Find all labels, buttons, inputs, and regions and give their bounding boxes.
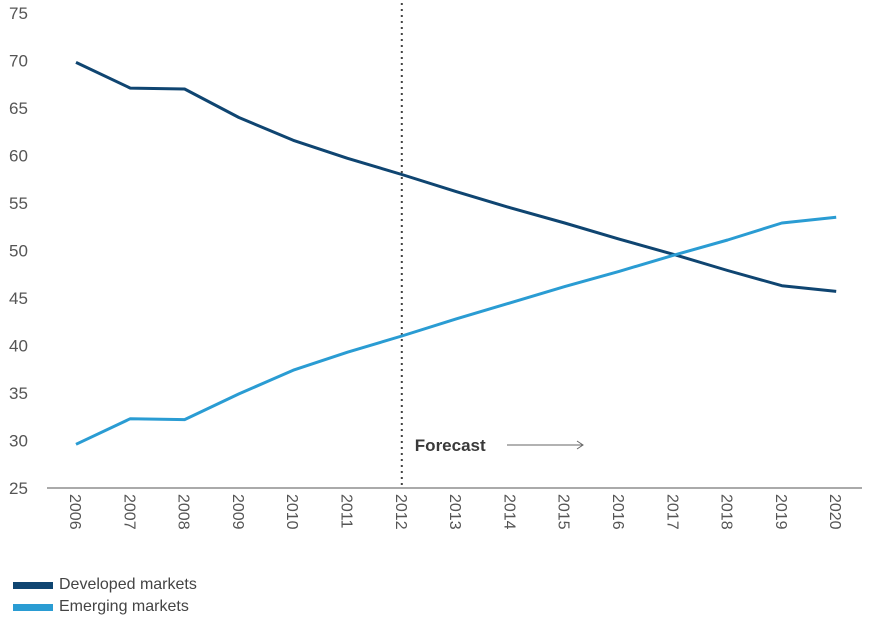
x-tick-label: 2006 xyxy=(66,494,83,530)
x-tick-label: 2013 xyxy=(446,494,463,530)
legend-swatch-emerging xyxy=(13,603,53,611)
series-lines xyxy=(75,61,837,446)
x-tick-label: 2019 xyxy=(772,494,789,530)
x-tick-label: 2015 xyxy=(555,494,572,530)
legend-label-emerging: Emerging markets xyxy=(59,598,189,615)
legend-item-emerging: Emerging markets xyxy=(13,596,197,618)
x-tick-label: 2012 xyxy=(392,494,409,530)
x-tick-label: 2016 xyxy=(609,494,626,530)
y-tick-label: 50 xyxy=(9,242,28,261)
x-tick-label: 2011 xyxy=(338,494,355,529)
x-tick-label: 2008 xyxy=(175,494,192,530)
x-tick-label: 2010 xyxy=(283,494,300,530)
y-tick-label: 25 xyxy=(9,479,28,498)
forecast-label: Forecast xyxy=(415,436,486,455)
y-tick-label: 60 xyxy=(9,147,28,166)
x-tick-label: 2014 xyxy=(500,494,517,530)
series-line-0 xyxy=(75,61,837,293)
y-tick-label: 35 xyxy=(9,384,28,403)
y-tick-label: 40 xyxy=(9,337,28,356)
legend: Developed markets Emerging markets xyxy=(13,574,197,618)
y-tick-label: 30 xyxy=(9,432,28,451)
x-tick-label: 2018 xyxy=(718,494,735,530)
x-tick-label: 2009 xyxy=(229,494,246,530)
y-tick-label: 55 xyxy=(9,194,28,213)
legend-item-developed: Developed markets xyxy=(13,574,197,596)
y-axis-ticks: 75 70 65 60 55 50 45 40 35 30 25 xyxy=(9,4,28,498)
legend-label-developed: Developed markets xyxy=(59,576,197,593)
series-line-1 xyxy=(75,215,837,446)
y-tick-label: 45 xyxy=(9,289,28,308)
forecast-arrowhead-icon xyxy=(576,440,584,450)
x-tick-label: 2007 xyxy=(120,494,137,530)
y-tick-label: 70 xyxy=(9,52,28,71)
y-tick-label: 75 xyxy=(9,4,28,23)
x-axis-ticks: 2006 2007 2008 2009 2010 2011 2012 2013 2014 2015… xyxy=(66,494,843,530)
x-tick-label: 2020 xyxy=(826,494,843,530)
x-tick-label: 2017 xyxy=(663,494,680,530)
legend-swatch-developed xyxy=(13,581,53,589)
y-tick-label: 65 xyxy=(9,99,28,118)
